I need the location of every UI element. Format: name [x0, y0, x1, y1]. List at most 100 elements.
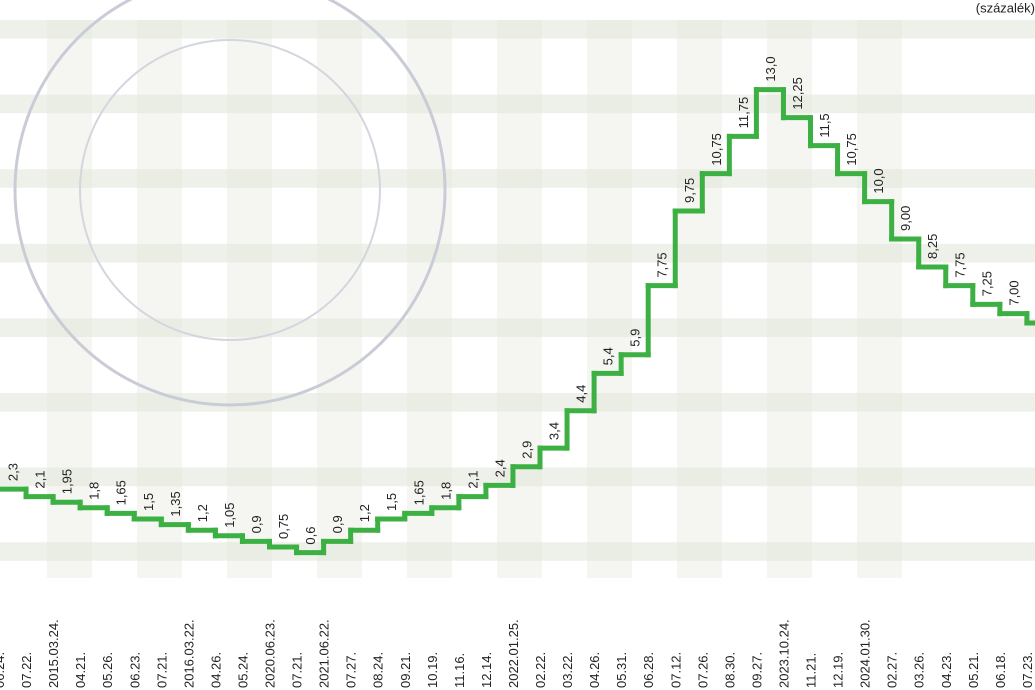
column-band	[497, 20, 542, 578]
column-band	[227, 20, 272, 578]
band	[0, 542, 1035, 561]
value-label: 9,00	[898, 206, 913, 231]
x-tick-label: 2021.06.22.	[317, 619, 332, 688]
value-label: 5,9	[628, 329, 643, 347]
value-label: 12,25	[790, 77, 805, 110]
value-label: 5,4	[601, 347, 616, 365]
column-band	[317, 20, 362, 578]
value-label: 0,9	[330, 515, 345, 533]
value-label: 1,2	[357, 504, 372, 522]
x-tick-label: 2024.01.30.	[858, 619, 873, 688]
value-label: 1,95	[60, 469, 75, 494]
band	[0, 169, 1035, 188]
value-label: 0,9	[249, 515, 264, 533]
value-label: 1,05	[222, 502, 237, 527]
x-tick-label: 07.12.	[668, 652, 683, 688]
x-tick-label: 07.23.	[1020, 652, 1035, 688]
value-label: 7,75	[952, 252, 967, 277]
x-tick-label: 07.22.	[19, 652, 34, 688]
x-tick-label: 03.22.	[560, 652, 575, 688]
x-tick-label: 05.24.	[235, 652, 250, 688]
watermark	[13, 0, 447, 407]
column-band	[767, 20, 812, 578]
x-tick-label: 06.18.	[993, 652, 1008, 688]
band	[0, 393, 1035, 412]
x-tick-label: 06.23.	[127, 652, 142, 688]
x-tick-label: 07.26.	[695, 652, 710, 688]
band	[0, 467, 1035, 487]
value-label: 3,4	[547, 422, 562, 440]
value-label: 7,00	[1006, 280, 1021, 305]
x-tick-label: 05.21.	[966, 652, 981, 688]
value-label: 2,9	[519, 441, 534, 459]
x-tick-label: 08.24.	[371, 652, 386, 688]
column-band	[137, 20, 182, 578]
band	[0, 243, 1035, 263]
value-label: 1,5	[141, 493, 156, 511]
band	[0, 20, 1035, 39]
x-tick-label: 2022.01.25.	[506, 619, 521, 688]
band	[0, 94, 1035, 114]
x-tick-label: 07.27.	[344, 652, 359, 688]
x-tick-label: 09.21.	[398, 652, 413, 688]
x-tick-label: 07.21.	[154, 652, 169, 688]
x-tick-label: 06.28.	[641, 652, 656, 688]
value-label: 8,25	[925, 234, 940, 259]
value-label: 2,4	[492, 459, 507, 477]
value-label: 11,75	[736, 97, 751, 129]
x-tick-label: 07.21.	[290, 652, 305, 688]
x-tick-label: 04.26.	[208, 652, 223, 688]
x-tick-label: 04.21.	[73, 652, 88, 688]
value-label: 9,75	[682, 178, 697, 203]
unit-note: (százalék)	[976, 1, 1035, 16]
x-tick-label: 2015.03.24.	[46, 619, 61, 688]
x-tick-label: 10.19.	[425, 652, 440, 688]
value-label: 1,65	[114, 480, 129, 505]
value-label: 2,1	[33, 471, 48, 489]
value-label: 13,0	[763, 56, 778, 81]
value-label: 6,75	[1033, 290, 1035, 315]
column-band	[47, 20, 92, 578]
column-band	[857, 20, 902, 578]
value-label: 10,75	[844, 133, 859, 166]
value-label: 1,5	[384, 493, 399, 511]
x-tick-label: 2016.03.22.	[181, 619, 196, 688]
x-tick-label: 08.30.	[722, 652, 737, 688]
value-label: 7,75	[655, 252, 670, 277]
band	[0, 318, 1035, 337]
x-tick-label: 03.26.	[912, 652, 927, 688]
value-label: 1,35	[168, 491, 183, 516]
value-label: 2,1	[465, 471, 480, 489]
column-band	[587, 20, 632, 578]
value-label: 1,65	[411, 480, 426, 505]
value-label: 1,2	[195, 504, 210, 522]
x-tick-label: 2023.10.24.	[776, 619, 791, 688]
value-label: 7,25	[979, 271, 994, 296]
value-label: 10,0	[871, 168, 886, 193]
x-tick-label: 11.21.	[804, 653, 819, 688]
watermark	[79, 39, 381, 341]
x-tick-label: 04.23.	[939, 652, 954, 688]
value-label: 1,8	[87, 482, 102, 500]
x-tick-label: 09.27.	[749, 652, 764, 688]
x-tick-label: 2020.06.23.	[263, 619, 278, 688]
value-label: 2,3	[6, 463, 21, 481]
x-tick-label: 02.27.	[885, 652, 900, 688]
value-label: 11,5	[817, 113, 832, 137]
column-band	[677, 20, 722, 578]
x-tick-label: 11.16.	[452, 653, 467, 688]
value-label: 10,75	[709, 133, 724, 166]
x-tick-label: 05.31.	[614, 652, 629, 688]
value-label: 0,75	[276, 514, 291, 539]
x-tick-label: 12.19.	[831, 652, 846, 688]
value-label: 1,8	[438, 482, 453, 500]
x-tick-label: 12.14.	[479, 652, 494, 688]
x-tick-label: 05.26.	[100, 652, 115, 688]
value-label: 4,4	[574, 385, 589, 403]
x-tick-label: 04.26.	[587, 652, 602, 688]
x-tick-label: 02.22.	[533, 652, 548, 688]
background	[0, 20, 1035, 578]
x-tick-label: 06.24.	[0, 652, 7, 688]
value-label: 0,6	[303, 527, 318, 545]
